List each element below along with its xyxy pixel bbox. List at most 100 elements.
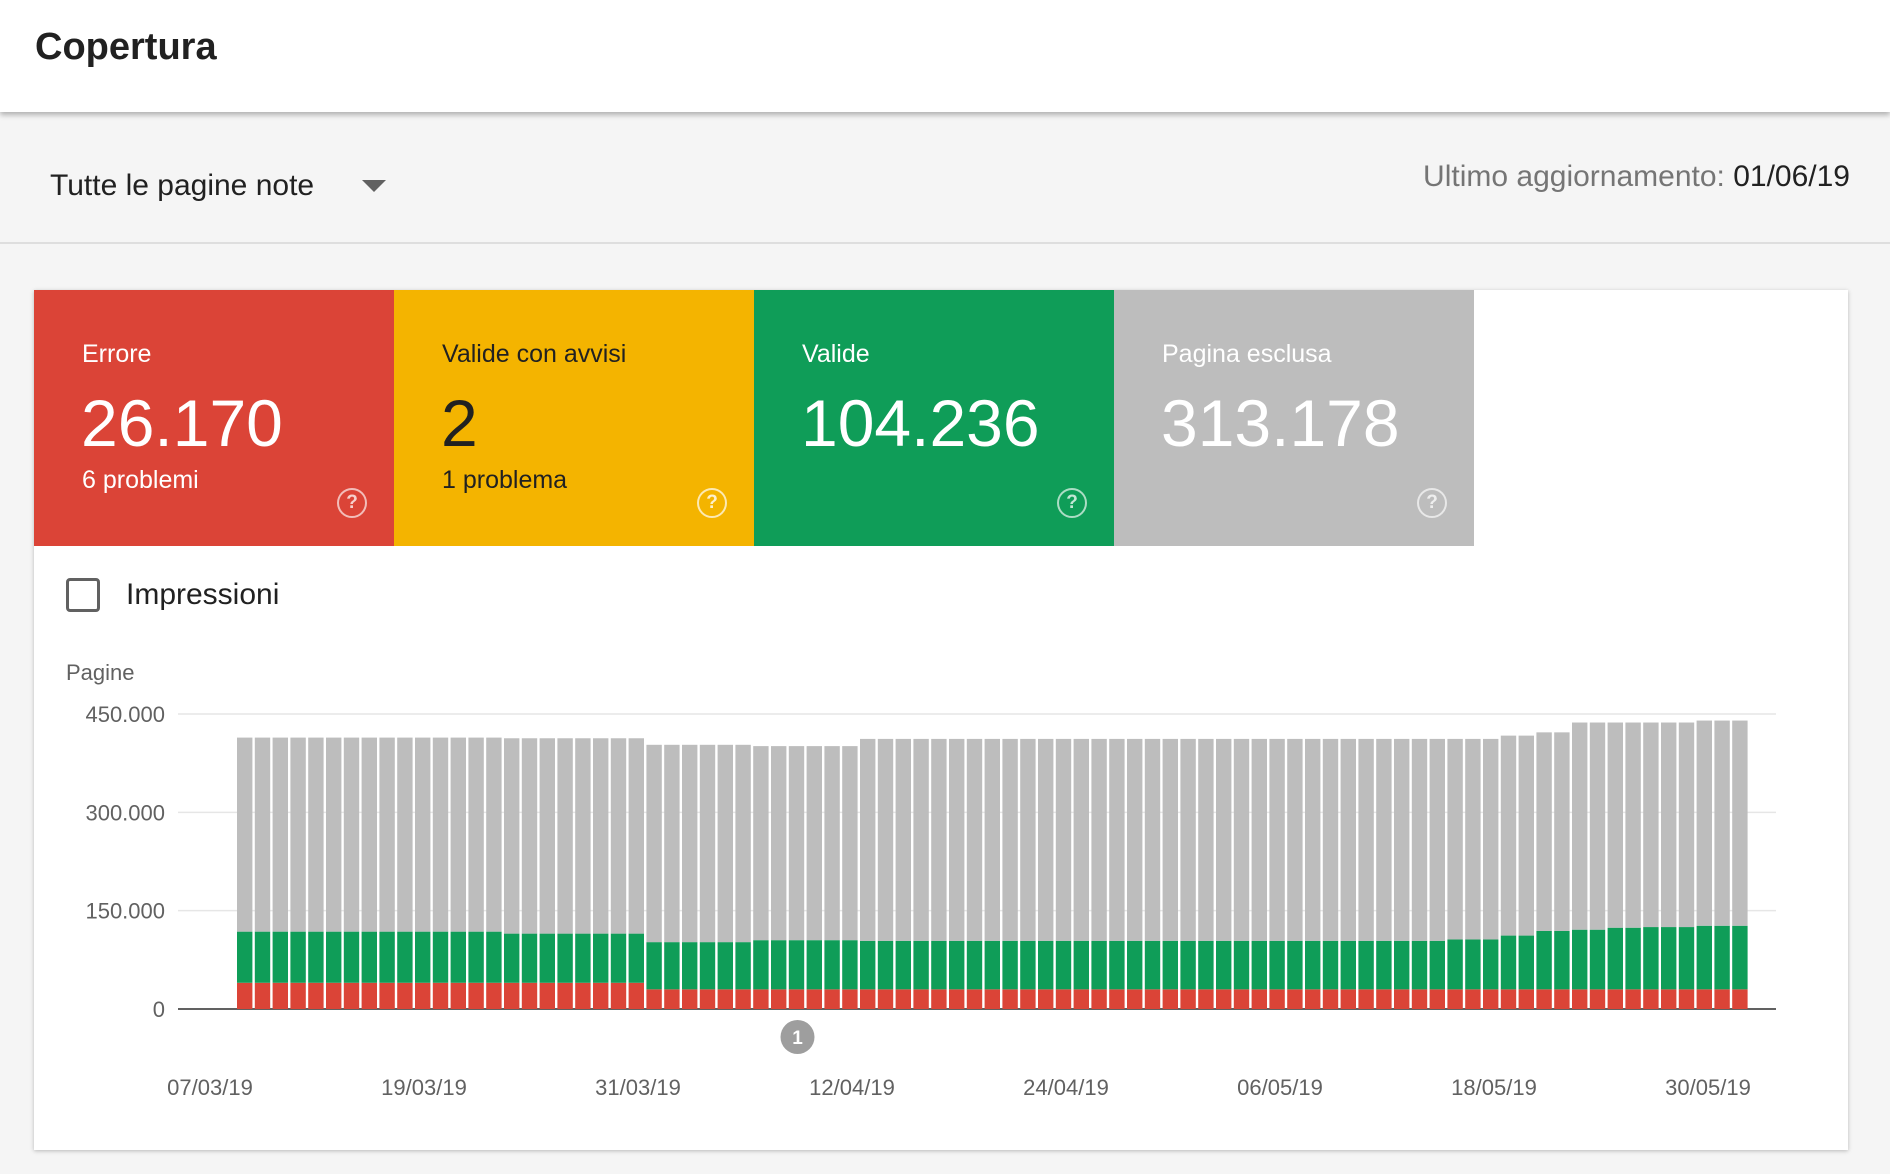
bar-segment xyxy=(1447,939,1463,990)
bar-segment xyxy=(664,744,680,943)
bar-segment xyxy=(254,982,271,1009)
tile-warning[interactable]: Valide con avvisi 2 1 problema ? xyxy=(394,290,754,546)
bar-segment xyxy=(1340,940,1356,990)
bar-segment xyxy=(984,738,1000,941)
bar-segment xyxy=(237,982,253,1009)
annotation-marker-label: 1 xyxy=(792,1028,803,1049)
bar-segment xyxy=(1696,925,1712,990)
bar-segment xyxy=(1002,989,1018,1009)
bar-segment xyxy=(1216,940,1232,990)
bar-segment xyxy=(771,746,787,941)
tile-error[interactable]: Errore 26.170 6 problemi ? xyxy=(34,290,394,546)
bar-segment xyxy=(1109,989,1125,1009)
bar-segment xyxy=(646,989,662,1009)
tile-error-label: Errore xyxy=(82,340,152,368)
page-title: Copertura xyxy=(35,26,217,68)
bar-segment xyxy=(628,982,644,1009)
bar-segment xyxy=(806,746,822,941)
bar-segment xyxy=(1358,940,1374,990)
bar-segment xyxy=(1162,989,1178,1009)
bar-segment xyxy=(1607,989,1623,1009)
bar-segment xyxy=(842,746,858,941)
bar-segment xyxy=(1625,722,1641,928)
tile-valid-label: Valide xyxy=(802,340,870,368)
help-icon[interactable]: ? xyxy=(697,488,727,518)
impressions-checkbox[interactable] xyxy=(66,578,100,612)
bar-segment xyxy=(1233,738,1250,941)
bar-segment xyxy=(682,942,698,990)
bar-segment xyxy=(966,940,983,990)
bar-segment xyxy=(1358,738,1374,941)
bar-segment xyxy=(450,982,466,1009)
bar-segment xyxy=(1429,989,1445,1009)
annotation-marker xyxy=(780,1020,815,1054)
bar-segment xyxy=(1483,738,1499,940)
bar-segment xyxy=(984,940,1000,990)
bar-segment xyxy=(397,982,413,1009)
bar-segment xyxy=(1127,940,1143,990)
help-icon[interactable]: ? xyxy=(337,488,367,518)
bar-segment xyxy=(1607,722,1623,928)
help-icon[interactable]: ? xyxy=(1057,488,1087,518)
bar-segment xyxy=(877,940,894,990)
bar-segment xyxy=(290,737,306,932)
bar-segment xyxy=(237,737,253,932)
bar-segment xyxy=(966,989,983,1009)
bar-segment xyxy=(966,738,983,941)
bar-segment xyxy=(753,940,769,990)
bar-segment xyxy=(486,982,502,1009)
bar-segment xyxy=(717,989,733,1009)
bar-segment xyxy=(1269,989,1285,1009)
bar-segment xyxy=(610,933,627,983)
bar-segment xyxy=(931,738,947,941)
bar-segment xyxy=(699,744,716,943)
bar-segment xyxy=(824,989,840,1009)
bar-segment xyxy=(824,746,840,941)
bar-segment xyxy=(771,989,787,1009)
bar-segment xyxy=(1696,720,1712,926)
bar-segment xyxy=(1554,930,1570,990)
bar-segment xyxy=(504,933,520,983)
tile-excluded-value: 313.178 xyxy=(1161,386,1400,460)
bar-segment xyxy=(343,931,360,983)
bar-segment xyxy=(1144,738,1161,941)
bar-segment xyxy=(1180,940,1196,990)
bar-segment xyxy=(504,982,520,1009)
tile-excluded[interactable]: Pagina esclusa 313.178 ? xyxy=(1114,290,1474,546)
coverage-card: Errore 26.170 6 problemi ? Valide con av… xyxy=(34,290,1848,1150)
tile-warning-issues: 1 problema xyxy=(442,466,568,494)
bar-segment xyxy=(1091,989,1107,1009)
tile-error-value: 26.170 xyxy=(81,386,283,460)
bar-segment xyxy=(1162,738,1178,941)
bar-segment xyxy=(1180,989,1196,1009)
y-tick-label: 450.000 xyxy=(85,702,165,727)
pages-filter-dropdown[interactable]: Tutte le pagine note xyxy=(50,156,387,216)
bar-segment xyxy=(1376,940,1392,990)
x-tick-label: 31/03/19 xyxy=(595,1075,681,1100)
tile-valid[interactable]: Valide 104.236 ? xyxy=(754,290,1114,546)
bar-segment xyxy=(557,738,573,934)
bar-segment xyxy=(949,989,965,1009)
help-icon[interactable]: ? xyxy=(1417,488,1447,518)
bar-segment xyxy=(664,942,680,990)
page-header: Copertura xyxy=(0,0,1890,112)
tile-warning-label: Valide con avvisi xyxy=(442,340,627,368)
bar-segment xyxy=(379,931,395,983)
bar-segment xyxy=(557,933,573,983)
x-tick-label: 12/04/19 xyxy=(809,1075,895,1100)
bar-segment xyxy=(1091,738,1107,941)
bar-segment xyxy=(432,931,449,983)
bar-segment xyxy=(1536,989,1552,1009)
bar-segment xyxy=(1518,935,1534,990)
bar-segment xyxy=(593,982,609,1009)
bar-segment xyxy=(1678,927,1695,990)
bar-segment xyxy=(415,982,431,1009)
bar-segment xyxy=(1144,940,1161,990)
impressions-toggle[interactable]: Impressioni xyxy=(66,578,279,612)
bar-segment xyxy=(1091,940,1107,990)
bar-segment xyxy=(806,940,822,990)
bar-segment xyxy=(628,933,644,983)
bar-segment xyxy=(432,737,449,932)
bar-segment xyxy=(1020,738,1036,941)
bar-segment xyxy=(1038,738,1054,941)
